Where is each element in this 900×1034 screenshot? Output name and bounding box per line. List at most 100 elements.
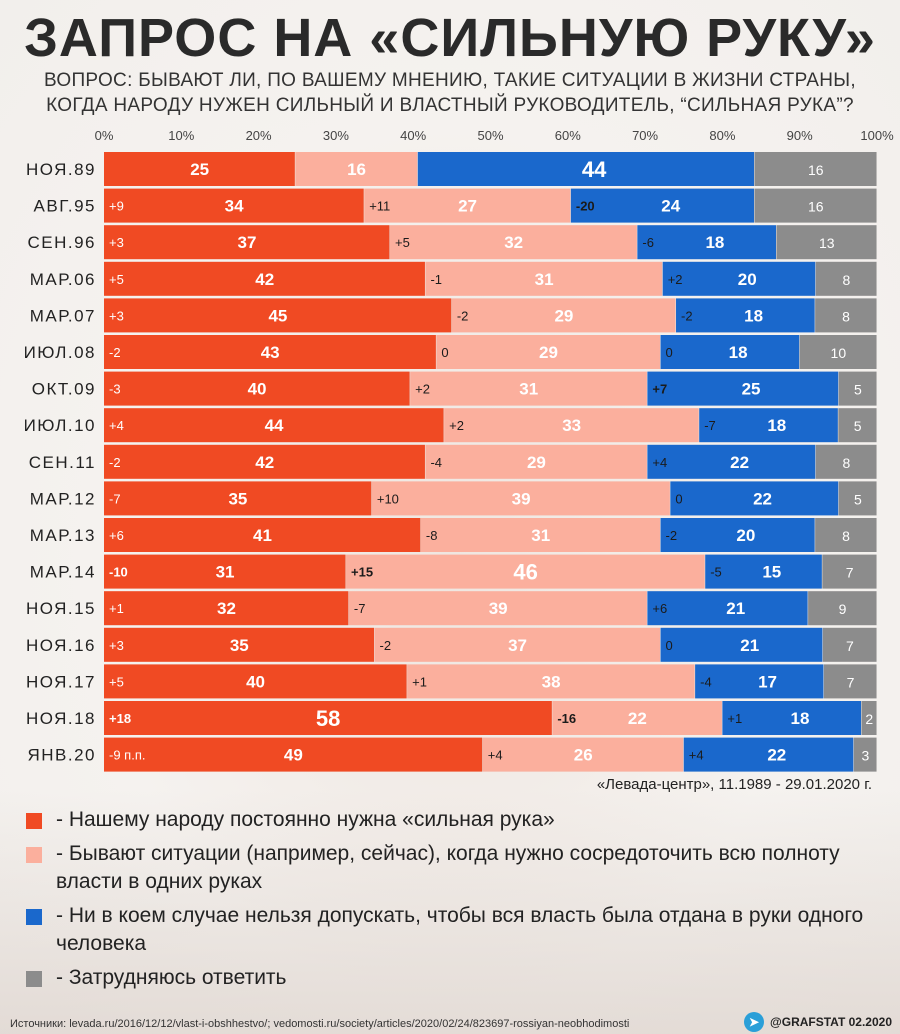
change-label: 0	[666, 345, 673, 360]
bar-segment	[808, 591, 877, 626]
footer-sources: Источники: levada.ru/2016/12/12/vlast-i-…	[10, 1018, 630, 1030]
change-label: +1	[109, 601, 124, 616]
value-label: 16	[808, 162, 824, 178]
change-label: +5	[109, 272, 124, 287]
value-label: 44	[582, 157, 607, 182]
value-label: 18	[744, 306, 763, 325]
value-label: 18	[791, 709, 810, 728]
legend-swatch-gray	[26, 971, 42, 987]
legend-item-sometimes: - Бывают ситуации (например, сейчас), ко…	[22, 840, 892, 896]
x-tick-label: 70%	[632, 128, 658, 143]
bar-segment	[371, 481, 670, 516]
chart-subtitle: ВОПРОС: БЫВАЮТ ЛИ, ПО ВАШЕМУ МНЕНИЮ, ТАК…	[10, 68, 890, 118]
page-title: ЗАПРОС НА «СИЛЬНУЮ РУКУ»	[24, 8, 876, 68]
change-label: +18	[109, 711, 131, 726]
legend-item-always-strong-hand: - Нашему народу постоянно нужна «сильная…	[22, 806, 892, 834]
value-label: 5	[854, 418, 862, 434]
change-label: -2	[457, 308, 469, 323]
bar-segment	[705, 554, 822, 589]
bar-segment	[570, 188, 755, 223]
bar-segment	[660, 518, 815, 552]
bar-segment	[815, 518, 877, 552]
change-label: +2	[415, 382, 430, 397]
value-label: 18	[729, 343, 748, 362]
change-label: +9	[109, 199, 124, 214]
value-label: 7	[846, 638, 854, 654]
bar-segment	[390, 225, 637, 260]
value-label: 41	[253, 526, 272, 545]
value-label: 31	[216, 563, 235, 582]
change-label: +3	[109, 638, 124, 653]
value-label: 35	[228, 489, 247, 508]
change-label: -10	[109, 565, 128, 580]
category-label: НОЯ.15	[26, 599, 96, 618]
x-tick-label: 80%	[709, 128, 735, 143]
value-label: 46	[513, 560, 537, 585]
value-label: 39	[489, 599, 508, 618]
bar-segment	[420, 518, 661, 552]
brand-credit[interactable]: ➤ @GRAFSTAT 02.2020	[744, 1012, 892, 1032]
bar-segment	[104, 554, 346, 589]
category-label: АВГ.95	[34, 197, 96, 216]
change-label: +7	[652, 382, 667, 397]
value-label: 49	[284, 746, 303, 765]
change-label: -2	[681, 308, 693, 323]
value-label: 37	[508, 636, 527, 655]
x-tick-label: 20%	[246, 128, 272, 143]
change-label: +4	[689, 748, 704, 763]
value-label: 37	[238, 233, 257, 252]
bar-segment	[647, 591, 808, 626]
x-tick-label: 10%	[168, 128, 194, 143]
legend-label: - Нашему народу постоянно нужна «сильная…	[56, 808, 555, 831]
legend-label: - Затрудняюсь ответить	[56, 966, 287, 989]
value-label: 18	[767, 416, 786, 435]
bar-segment	[104, 518, 421, 552]
value-label: 22	[628, 709, 647, 728]
bar-segment	[417, 152, 755, 186]
x-tick-label: 100%	[860, 128, 894, 143]
category-label: ЯНВ.20	[27, 746, 96, 765]
bar-segment	[676, 298, 815, 333]
change-label: -20	[576, 199, 595, 214]
bar-segment	[647, 444, 816, 479]
x-tick-label: 50%	[477, 128, 503, 143]
value-label: 3	[862, 748, 870, 764]
change-label: 0	[675, 491, 682, 506]
x-tick-label: 0%	[95, 128, 114, 143]
category-label: СЕН.96	[27, 233, 96, 252]
bar-segment	[104, 371, 410, 406]
subtitle-line-1: ВОПРОС: БЫВАЮТ ЛИ, ПО ВАШЕМУ МНЕНИЮ, ТАК…	[44, 70, 856, 91]
value-label: 29	[527, 453, 546, 472]
bar-segment	[754, 188, 877, 223]
category-label: НОЯ.18	[26, 709, 96, 728]
bar-segment	[660, 335, 800, 369]
value-label: 5	[854, 491, 862, 507]
change-label: +1	[727, 711, 742, 726]
bar-segment	[853, 737, 877, 772]
value-label: 34	[225, 197, 244, 216]
bar-segment	[425, 261, 663, 296]
bar-segment	[662, 261, 816, 296]
value-label: 16	[808, 199, 824, 215]
change-label: +15	[351, 565, 373, 580]
change-label: +4	[109, 418, 124, 433]
value-label: 44	[265, 416, 284, 435]
x-tick-label: 60%	[555, 128, 581, 143]
bar-segment	[104, 737, 483, 772]
change-label: -2	[380, 638, 392, 653]
value-label: 22	[730, 453, 749, 472]
value-label: 13	[819, 235, 835, 251]
value-label: 43	[261, 343, 280, 362]
value-label: 29	[554, 306, 573, 325]
legend-swatch-pink	[26, 847, 42, 863]
bar-segment	[104, 664, 407, 699]
change-label: -4	[430, 455, 442, 470]
category-label: ИЮЛ.08	[24, 343, 96, 362]
change-label: -7	[109, 491, 121, 506]
change-label: -2	[666, 528, 678, 543]
bar-segment	[815, 298, 877, 333]
value-label: 5	[854, 382, 862, 398]
bar-segment	[104, 298, 452, 333]
category-label: НОЯ.16	[26, 636, 96, 655]
bar-segment	[104, 225, 390, 260]
